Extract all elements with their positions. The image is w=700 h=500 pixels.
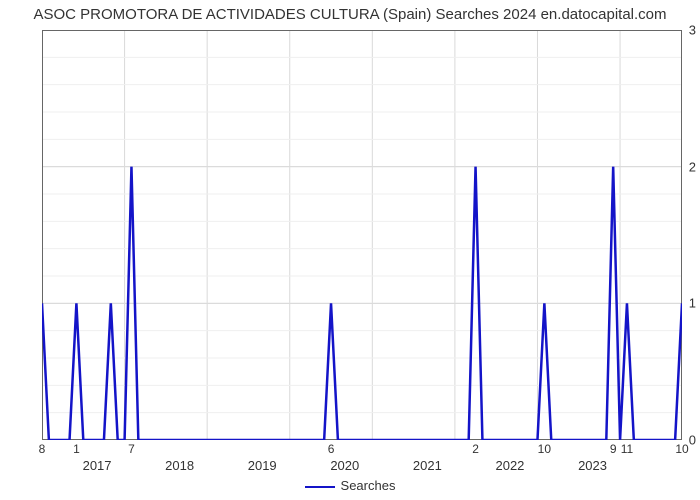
x-top-tick-label: 2 xyxy=(472,442,479,456)
legend-label: Searches xyxy=(341,478,396,493)
y-tick-label: 2 xyxy=(660,159,696,174)
x-year-label: 2019 xyxy=(248,458,277,473)
x-top-tick-label: 7 xyxy=(128,442,135,456)
x-top-tick-label: 9 xyxy=(610,442,617,456)
chart-plot xyxy=(42,30,682,440)
y-tick-label: 1 xyxy=(660,296,696,311)
x-year-label: 2022 xyxy=(495,458,524,473)
chart-title: ASOC PROMOTORA DE ACTIVIDADES CULTURA (S… xyxy=(0,6,700,23)
x-top-tick-label: 8 xyxy=(39,442,46,456)
x-top-tick-label: 10 xyxy=(675,442,688,456)
x-top-tick-label: 6 xyxy=(328,442,335,456)
x-year-label: 2020 xyxy=(330,458,359,473)
x-year-label: 2018 xyxy=(165,458,194,473)
y-tick-label: 3 xyxy=(660,23,696,38)
x-year-label: 2021 xyxy=(413,458,442,473)
x-year-label: 2023 xyxy=(578,458,607,473)
chart-legend: Searches xyxy=(0,478,700,493)
legend-line-icon xyxy=(305,486,335,488)
x-top-tick-label: 1 xyxy=(73,442,80,456)
x-top-tick-label: 11 xyxy=(621,442,633,456)
x-top-tick-label: 10 xyxy=(538,442,551,456)
x-year-label: 2017 xyxy=(83,458,112,473)
